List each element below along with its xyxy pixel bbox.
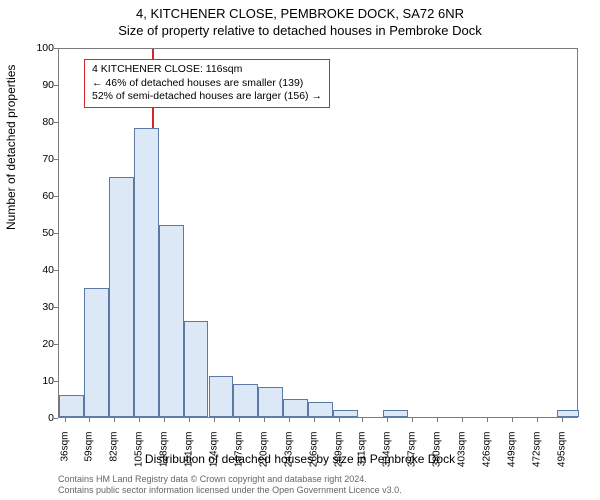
xtick-label: 105sqm [134,432,145,482]
xtick-mark [537,418,538,422]
ytick-label: 50 [14,227,54,239]
xtick-label: 59sqm [84,432,95,482]
xtick-mark [214,418,215,422]
xtick-label: 128sqm [159,432,170,482]
histogram-bar [209,376,234,417]
annotation-box: 4 KITCHENER CLOSE: 116sqm ← 46% of detac… [84,59,330,108]
histogram-bar [333,410,358,417]
histogram-bar [84,288,109,418]
chart-container: 4, KITCHENER CLOSE, PEMBROKE DOCK, SA72 … [0,0,600,500]
xtick-label: 243sqm [283,432,294,482]
xtick-mark [239,418,240,422]
histogram-bar [283,399,308,418]
xtick-label: 36sqm [59,432,70,482]
ytick-mark [54,196,58,197]
annotation-line: ← 46% of detached houses are smaller (13… [92,77,322,91]
xtick-label: 403sqm [457,432,468,482]
xtick-mark [139,418,140,422]
ytick-mark [54,307,58,308]
ytick-mark [54,48,58,49]
xtick-mark [164,418,165,422]
ytick-mark [54,85,58,86]
ytick-label: 40 [14,264,54,276]
ytick-label: 100 [14,42,54,54]
ytick-mark [54,159,58,160]
ytick-label: 10 [14,375,54,387]
xtick-mark [562,418,563,422]
ytick-mark [54,270,58,271]
ytick-mark [54,233,58,234]
annotation-line: 4 KITCHENER CLOSE: 116sqm [92,63,322,77]
xtick-mark [462,418,463,422]
ytick-mark [54,381,58,382]
xtick-mark [264,418,265,422]
xtick-label: 220sqm [258,432,269,482]
ytick-label: 60 [14,190,54,202]
xtick-label: 266sqm [308,432,319,482]
ytick-label: 70 [14,153,54,165]
annotation-line: 52% of semi-detached houses are larger (… [92,90,322,104]
xtick-label: 495sqm [556,432,567,482]
histogram-bar [557,410,579,417]
xtick-mark [387,418,388,422]
histogram-bar [159,225,184,417]
histogram-bar [258,387,283,417]
footer-line: Contains public sector information licen… [58,485,600,496]
chart-title-2: Size of property relative to detached ho… [0,21,600,38]
xtick-mark [512,418,513,422]
xtick-label: 311sqm [357,432,368,482]
xtick-label: 426sqm [482,432,493,482]
xtick-label: 449sqm [506,432,517,482]
xtick-label: 82sqm [109,432,120,482]
histogram-bar [134,128,159,417]
xtick-mark [65,418,66,422]
ytick-label: 0 [14,412,54,424]
histogram-bar [109,177,134,418]
histogram-bar [383,410,408,417]
ytick-label: 30 [14,301,54,313]
ytick-label: 80 [14,116,54,128]
xtick-mark [314,418,315,422]
ytick-mark [54,418,58,419]
xtick-label: 151sqm [184,432,195,482]
ytick-label: 20 [14,338,54,350]
xtick-mark [289,418,290,422]
xtick-mark [362,418,363,422]
histogram-bar [308,402,333,417]
xtick-label: 357sqm [407,432,418,482]
xtick-mark [487,418,488,422]
ytick-mark [54,344,58,345]
plot-area: 4 KITCHENER CLOSE: 116sqm ← 46% of detac… [58,48,578,418]
xtick-mark [89,418,90,422]
xtick-mark [189,418,190,422]
ytick-label: 90 [14,79,54,91]
xtick-label: 197sqm [233,432,244,482]
histogram-bar [59,395,84,417]
xtick-mark [114,418,115,422]
xtick-mark [339,418,340,422]
chart-title-1: 4, KITCHENER CLOSE, PEMBROKE DOCK, SA72 … [0,0,600,21]
histogram-bar [184,321,209,417]
xtick-label: 334sqm [382,432,393,482]
histogram-bar [233,384,258,417]
xtick-label: 174sqm [209,432,220,482]
ytick-mark [54,122,58,123]
xtick-label: 472sqm [531,432,542,482]
xtick-mark [437,418,438,422]
xtick-label: 289sqm [333,432,344,482]
xtick-label: 380sqm [432,432,443,482]
xtick-mark [412,418,413,422]
